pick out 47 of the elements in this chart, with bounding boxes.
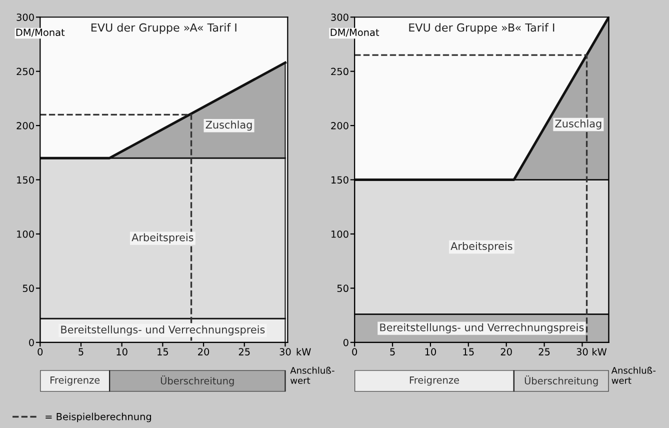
series-label: Arbeitspreis bbox=[132, 233, 194, 244]
x-tick-label: 10 bbox=[116, 348, 128, 356]
x-tick-label: 30 bbox=[280, 348, 291, 356]
series-label: Bereitstellungs- und Verrechnungspreis bbox=[380, 323, 584, 334]
y-tick-label: 200 bbox=[331, 122, 348, 130]
y-tick-label: 200 bbox=[16, 122, 34, 130]
y-axis-title: DM/Monat bbox=[330, 28, 380, 37]
y-tick-label: 50 bbox=[337, 284, 348, 292]
x-tick-label: 20 bbox=[500, 348, 512, 356]
x-tick-label: 0 bbox=[352, 348, 358, 356]
y-tick-label: 0 bbox=[343, 338, 348, 346]
text: kW bbox=[296, 348, 311, 356]
y-tick-label: 300 bbox=[331, 14, 348, 21]
y-tick-label: 0 bbox=[29, 338, 34, 346]
y-tick-label: 300 bbox=[16, 14, 34, 21]
y-tick-label: 250 bbox=[16, 68, 34, 76]
x-tick-label: 30 bbox=[576, 348, 588, 356]
text: EVU der Gruppe »A« Tarif I bbox=[91, 23, 236, 34]
y-tick-label: 100 bbox=[332, 230, 348, 238]
series-label: Arbeitspreis bbox=[450, 242, 512, 252]
series-label: Überschreitung bbox=[524, 375, 598, 386]
x-tick-label: 5 bbox=[390, 348, 395, 356]
y-tick-label: 50 bbox=[22, 284, 34, 292]
x-tick-label: 0 bbox=[38, 348, 43, 356]
x-tick-label: 15 bbox=[463, 348, 474, 356]
series-label: Freigrenze bbox=[410, 376, 459, 386]
legend-label: = Beispielberechnung bbox=[46, 412, 152, 422]
series-label: Freigrenze bbox=[50, 376, 100, 386]
series-label: Bereitstellungs- und Verrechnungspreis bbox=[61, 325, 265, 336]
x-tick-label: 25 bbox=[538, 348, 550, 356]
series-label: Zuschlag bbox=[555, 119, 602, 130]
series-label: Überschreitung bbox=[160, 375, 234, 386]
x-tick-label: 25 bbox=[238, 348, 250, 356]
y-tick-label: 100 bbox=[17, 230, 34, 238]
x-tick-label: 20 bbox=[198, 348, 210, 356]
x-tick-label: 10 bbox=[425, 348, 436, 356]
x-axis-title: Anschluß- wert bbox=[290, 366, 334, 384]
series-label: Zuschlag bbox=[206, 120, 252, 131]
text: EVU der Gruppe »B« Tarif I bbox=[409, 23, 554, 34]
y-tick-label: 150 bbox=[332, 176, 348, 184]
y-tick-label: 150 bbox=[17, 176, 34, 184]
y-axis-title: DM/Monat bbox=[16, 28, 65, 37]
x-axis-title: Anschluß- wert bbox=[611, 366, 656, 384]
text: kW bbox=[592, 348, 607, 356]
y-tick-label: 250 bbox=[331, 68, 348, 76]
x-tick-label: 5 bbox=[78, 348, 84, 356]
x-tick-label: 15 bbox=[158, 348, 168, 356]
